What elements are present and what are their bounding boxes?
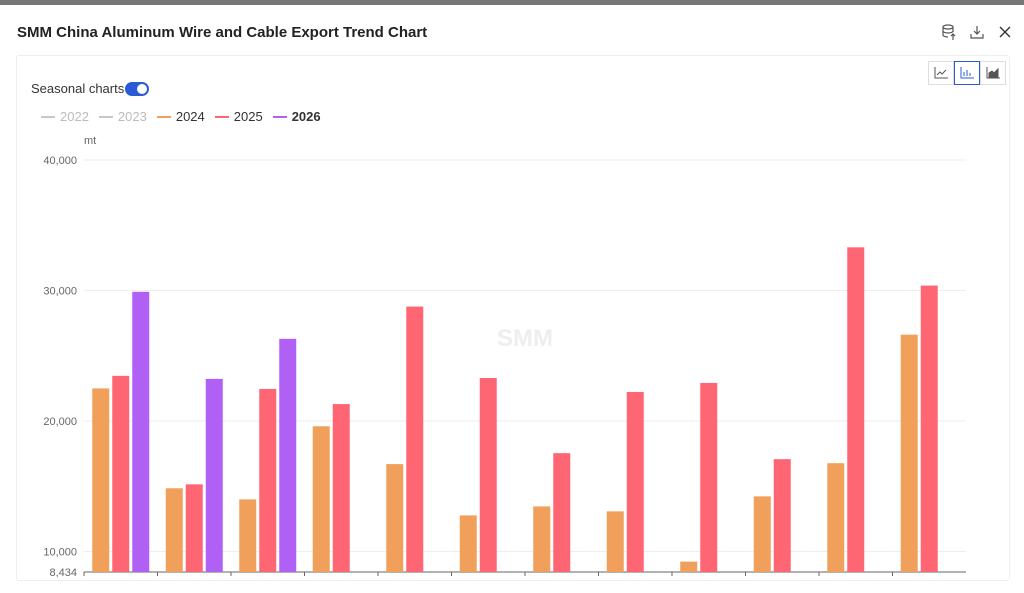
bar-2025-jun — [479, 377, 497, 572]
area-chart-button[interactable] — [980, 61, 1006, 85]
chart-legend: 2022 2023 2024 2025 2026 — [41, 109, 321, 124]
seasonal-charts-label: Seasonal charts — [31, 81, 125, 96]
download-icon[interactable] — [968, 23, 986, 41]
legend-item-2023[interactable]: 2023 — [98, 109, 147, 124]
legend-label: 2025 — [233, 109, 263, 124]
y-tick-label: 8,434 — [49, 567, 77, 579]
bar-chart: SMMmt40,00030,00020,00010,0008,434JanFeb… — [43, 135, 966, 579]
bar-2025-sep — [700, 382, 718, 572]
bar-2025-apr — [332, 404, 350, 572]
legend-swatch — [98, 115, 113, 118]
legend-swatch — [156, 115, 171, 118]
bar-2024-apr — [312, 426, 330, 572]
legend-label: 2024 — [175, 109, 205, 124]
y-tick-label: 40,000 — [43, 155, 77, 167]
bar-chart-button[interactable] — [954, 61, 980, 85]
bar-2025-nov — [847, 247, 865, 572]
legend-label: 2023 — [117, 109, 147, 124]
watermark: SMM — [497, 325, 553, 352]
database-export-icon[interactable] — [940, 23, 958, 41]
bar-2025-dec — [920, 285, 938, 572]
bar-2025-may — [406, 306, 424, 572]
bar-2025-jul — [553, 453, 571, 572]
bar-2025-oct — [773, 459, 791, 572]
modal-title: SMM China Aluminum Wire and Cable Export… — [17, 24, 428, 41]
bar-2025-feb — [185, 484, 203, 572]
legend-label: 2026 — [291, 109, 321, 124]
bar-2024-may — [386, 464, 404, 572]
legend-swatch — [272, 115, 287, 118]
seasonal-charts-control: Seasonal charts — [31, 81, 150, 96]
area-chart-icon — [986, 67, 1000, 79]
bar-chart-icon — [960, 67, 974, 79]
bar-2024-mar — [239, 499, 257, 572]
legend-label: 2022 — [60, 109, 89, 124]
legend-item-2024[interactable]: 2024 — [156, 109, 205, 124]
chart-modal: SMM China Aluminum Wire and Cable Export… — [0, 5, 1024, 593]
y-tick-label: 20,000 — [43, 416, 77, 428]
bar-2026-feb — [205, 378, 223, 572]
bar-2024-jul — [533, 506, 551, 572]
background-page-strip — [0, 0, 1024, 5]
bar-2025-mar — [259, 388, 277, 572]
bar-2024-sep — [680, 561, 698, 572]
bar-2025-aug — [626, 391, 644, 572]
bar-2026-jan — [132, 291, 150, 572]
line-chart-icon — [934, 67, 948, 79]
close-icon[interactable] — [996, 23, 1014, 41]
legend-item-2025[interactable]: 2025 — [214, 109, 263, 124]
y-tick-label: 30,000 — [43, 286, 77, 298]
y-tick-label: 10,000 — [43, 547, 77, 559]
legend-item-2022[interactable]: 2022 — [41, 109, 89, 124]
bar-2024-nov — [827, 463, 845, 572]
legend-swatch — [41, 115, 55, 118]
bar-2026-mar — [279, 338, 297, 572]
bar-2024-feb — [165, 488, 183, 572]
bar-2024-oct — [753, 496, 771, 572]
legend-swatch — [214, 115, 229, 118]
bar-2024-aug — [606, 511, 624, 572]
bar-2025-jan — [112, 375, 130, 572]
seasonal-charts-toggle[interactable] — [125, 81, 150, 96]
bar-2024-jan — [92, 388, 110, 572]
bar-2024-dec — [900, 334, 918, 572]
line-chart-button[interactable] — [928, 61, 954, 85]
legend-item-2026[interactable]: 2026 — [272, 109, 321, 124]
chart-panel: SMMmt40,00030,00020,00010,0008,434JanFeb… — [16, 55, 1010, 581]
y-axis-unit: mt — [84, 135, 96, 147]
bar-2024-jun — [459, 515, 477, 572]
